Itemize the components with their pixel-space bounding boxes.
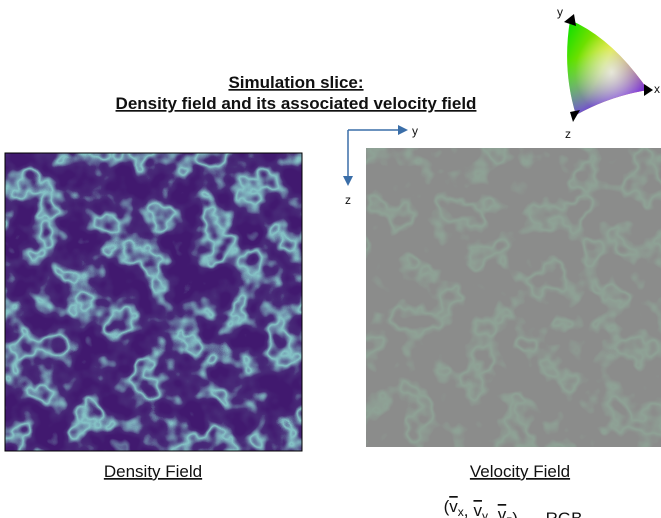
arrowhead <box>570 110 580 122</box>
formula: (vx,vy,vz)→ RGB <box>444 497 583 518</box>
color-key-center <box>567 20 648 115</box>
color-key-label: y <box>557 5 563 19</box>
axis-label: z <box>345 193 351 207</box>
formula-mapping: → RGB <box>524 509 583 518</box>
axis-label: y <box>412 124 418 138</box>
panel-label: Velocity Field <box>470 462 570 481</box>
figure: Simulation slice: Density field and its … <box>0 0 661 518</box>
arrowhead <box>343 176 353 186</box>
title-line: Density field and its associated velocit… <box>116 94 477 113</box>
arrowhead <box>398 125 408 135</box>
formula-separator: , <box>488 505 493 518</box>
density-filaments <box>5 153 302 451</box>
panel-label: Density Field <box>104 462 202 481</box>
density-image <box>5 153 302 451</box>
formula-paren: ) <box>512 509 518 518</box>
velocity-image <box>366 148 661 447</box>
color-key-label: z <box>565 127 571 141</box>
velocity-filaments <box>366 148 661 447</box>
arrowhead <box>644 84 653 96</box>
color-key: y x z <box>557 5 660 141</box>
formula-separator: , <box>464 501 469 518</box>
title-line: Simulation slice: <box>228 73 363 92</box>
color-key-label: x <box>654 82 660 96</box>
